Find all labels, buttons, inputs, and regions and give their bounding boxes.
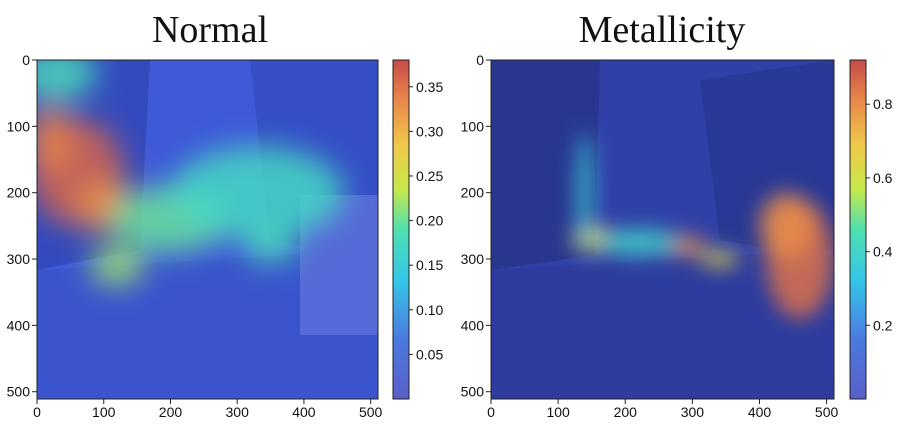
street-scene-metallicity xyxy=(491,60,834,399)
x-tick-label: 400 xyxy=(748,404,772,420)
panel-normal: Normal 0 100 200 300 400 500 0 100 200 300 400 500… xyxy=(7,9,444,420)
x-tick-label: 400 xyxy=(292,404,316,420)
y-tick-label: 200 xyxy=(461,185,485,201)
colorbar-metallicity xyxy=(849,59,867,400)
y-tick-label: 0 xyxy=(476,52,484,68)
colorbar-ticks-metallicity: 0.2 0.4 0.6 0.8 xyxy=(866,96,893,333)
y-tick-label: 100 xyxy=(7,118,31,134)
heatmap-hotspot xyxy=(699,251,740,267)
colorbar-ticks-normal: 0.05 0.10 0.15 0.20 0.25 0.30 0.35 xyxy=(409,79,443,362)
y-tick-label: 300 xyxy=(7,251,31,267)
y-tick-label: 400 xyxy=(461,317,485,333)
y-tick-label: 200 xyxy=(7,185,31,201)
y-tick-label: 100 xyxy=(461,118,485,134)
colorbar-tick-label: 0.15 xyxy=(416,257,443,273)
y-tick-label: 500 xyxy=(7,384,31,400)
heatmap-hotspot xyxy=(170,146,344,240)
y-tick-label: 300 xyxy=(461,251,485,267)
y-tick-label: 0 xyxy=(22,52,30,68)
colorbar-tick-label: 0.4 xyxy=(873,244,893,260)
colorbar-tick-label: 0.10 xyxy=(416,302,443,318)
x-tick-label: 200 xyxy=(159,404,183,420)
y-tick-label: 500 xyxy=(461,384,485,400)
heatmap-hotspot xyxy=(598,229,679,256)
colorbar-tick-label: 0.20 xyxy=(416,213,443,229)
x-tick-label: 100 xyxy=(92,404,116,420)
heatmap-hotspot xyxy=(576,132,594,253)
colorbar-normal xyxy=(392,59,410,400)
hotspots-metallicity xyxy=(571,132,834,319)
x-tick-label: 0 xyxy=(487,404,495,420)
x-axis-metallicity: 0 100 200 300 400 500 xyxy=(487,399,839,420)
y-tick-label: 400 xyxy=(7,317,31,333)
x-tick-label: 300 xyxy=(226,404,250,420)
colorbar-tick-label: 0.35 xyxy=(416,79,443,95)
chart-title-normal: Normal xyxy=(152,9,268,51)
y-axis-metallicity: 0 100 200 300 400 500 xyxy=(461,52,491,400)
heatmap-hotspot xyxy=(37,106,74,173)
panel-metallicity: Metallicity 0 100 200 300 400 500 0 100 200 300 4… xyxy=(461,9,893,420)
hotspots-normal xyxy=(37,60,344,286)
colorbar-tick-label: 0.6 xyxy=(873,170,893,186)
heatmap-hotspot xyxy=(90,245,144,286)
colorbar-tick-label: 0.25 xyxy=(416,168,443,184)
colorbar-tick-label: 0.2 xyxy=(873,317,893,333)
y-axis-normal: 0 100 200 300 400 500 xyxy=(7,52,37,400)
x-tick-label: 500 xyxy=(815,404,839,420)
heatmap-hotspot xyxy=(759,192,814,260)
colorbar-tick-label: 0.30 xyxy=(416,123,443,139)
colorbar-tick-label: 0.8 xyxy=(873,96,893,112)
x-tick-label: 100 xyxy=(546,404,570,420)
chart-title-metallicity: Metallicity xyxy=(579,9,746,51)
x-axis-normal: 0 100 200 300 400 500 xyxy=(33,399,383,420)
x-tick-label: 300 xyxy=(681,404,705,420)
heatmap-hotspot xyxy=(37,60,98,100)
plot-frame-metallicity xyxy=(490,59,835,400)
heatmap-hotspot xyxy=(243,229,298,263)
colorbar-tick-label: 0.05 xyxy=(416,346,443,362)
plot-frame-normal xyxy=(36,59,379,400)
x-tick-label: 500 xyxy=(359,404,383,420)
x-tick-label: 0 xyxy=(33,404,41,420)
x-tick-label: 200 xyxy=(614,404,638,420)
